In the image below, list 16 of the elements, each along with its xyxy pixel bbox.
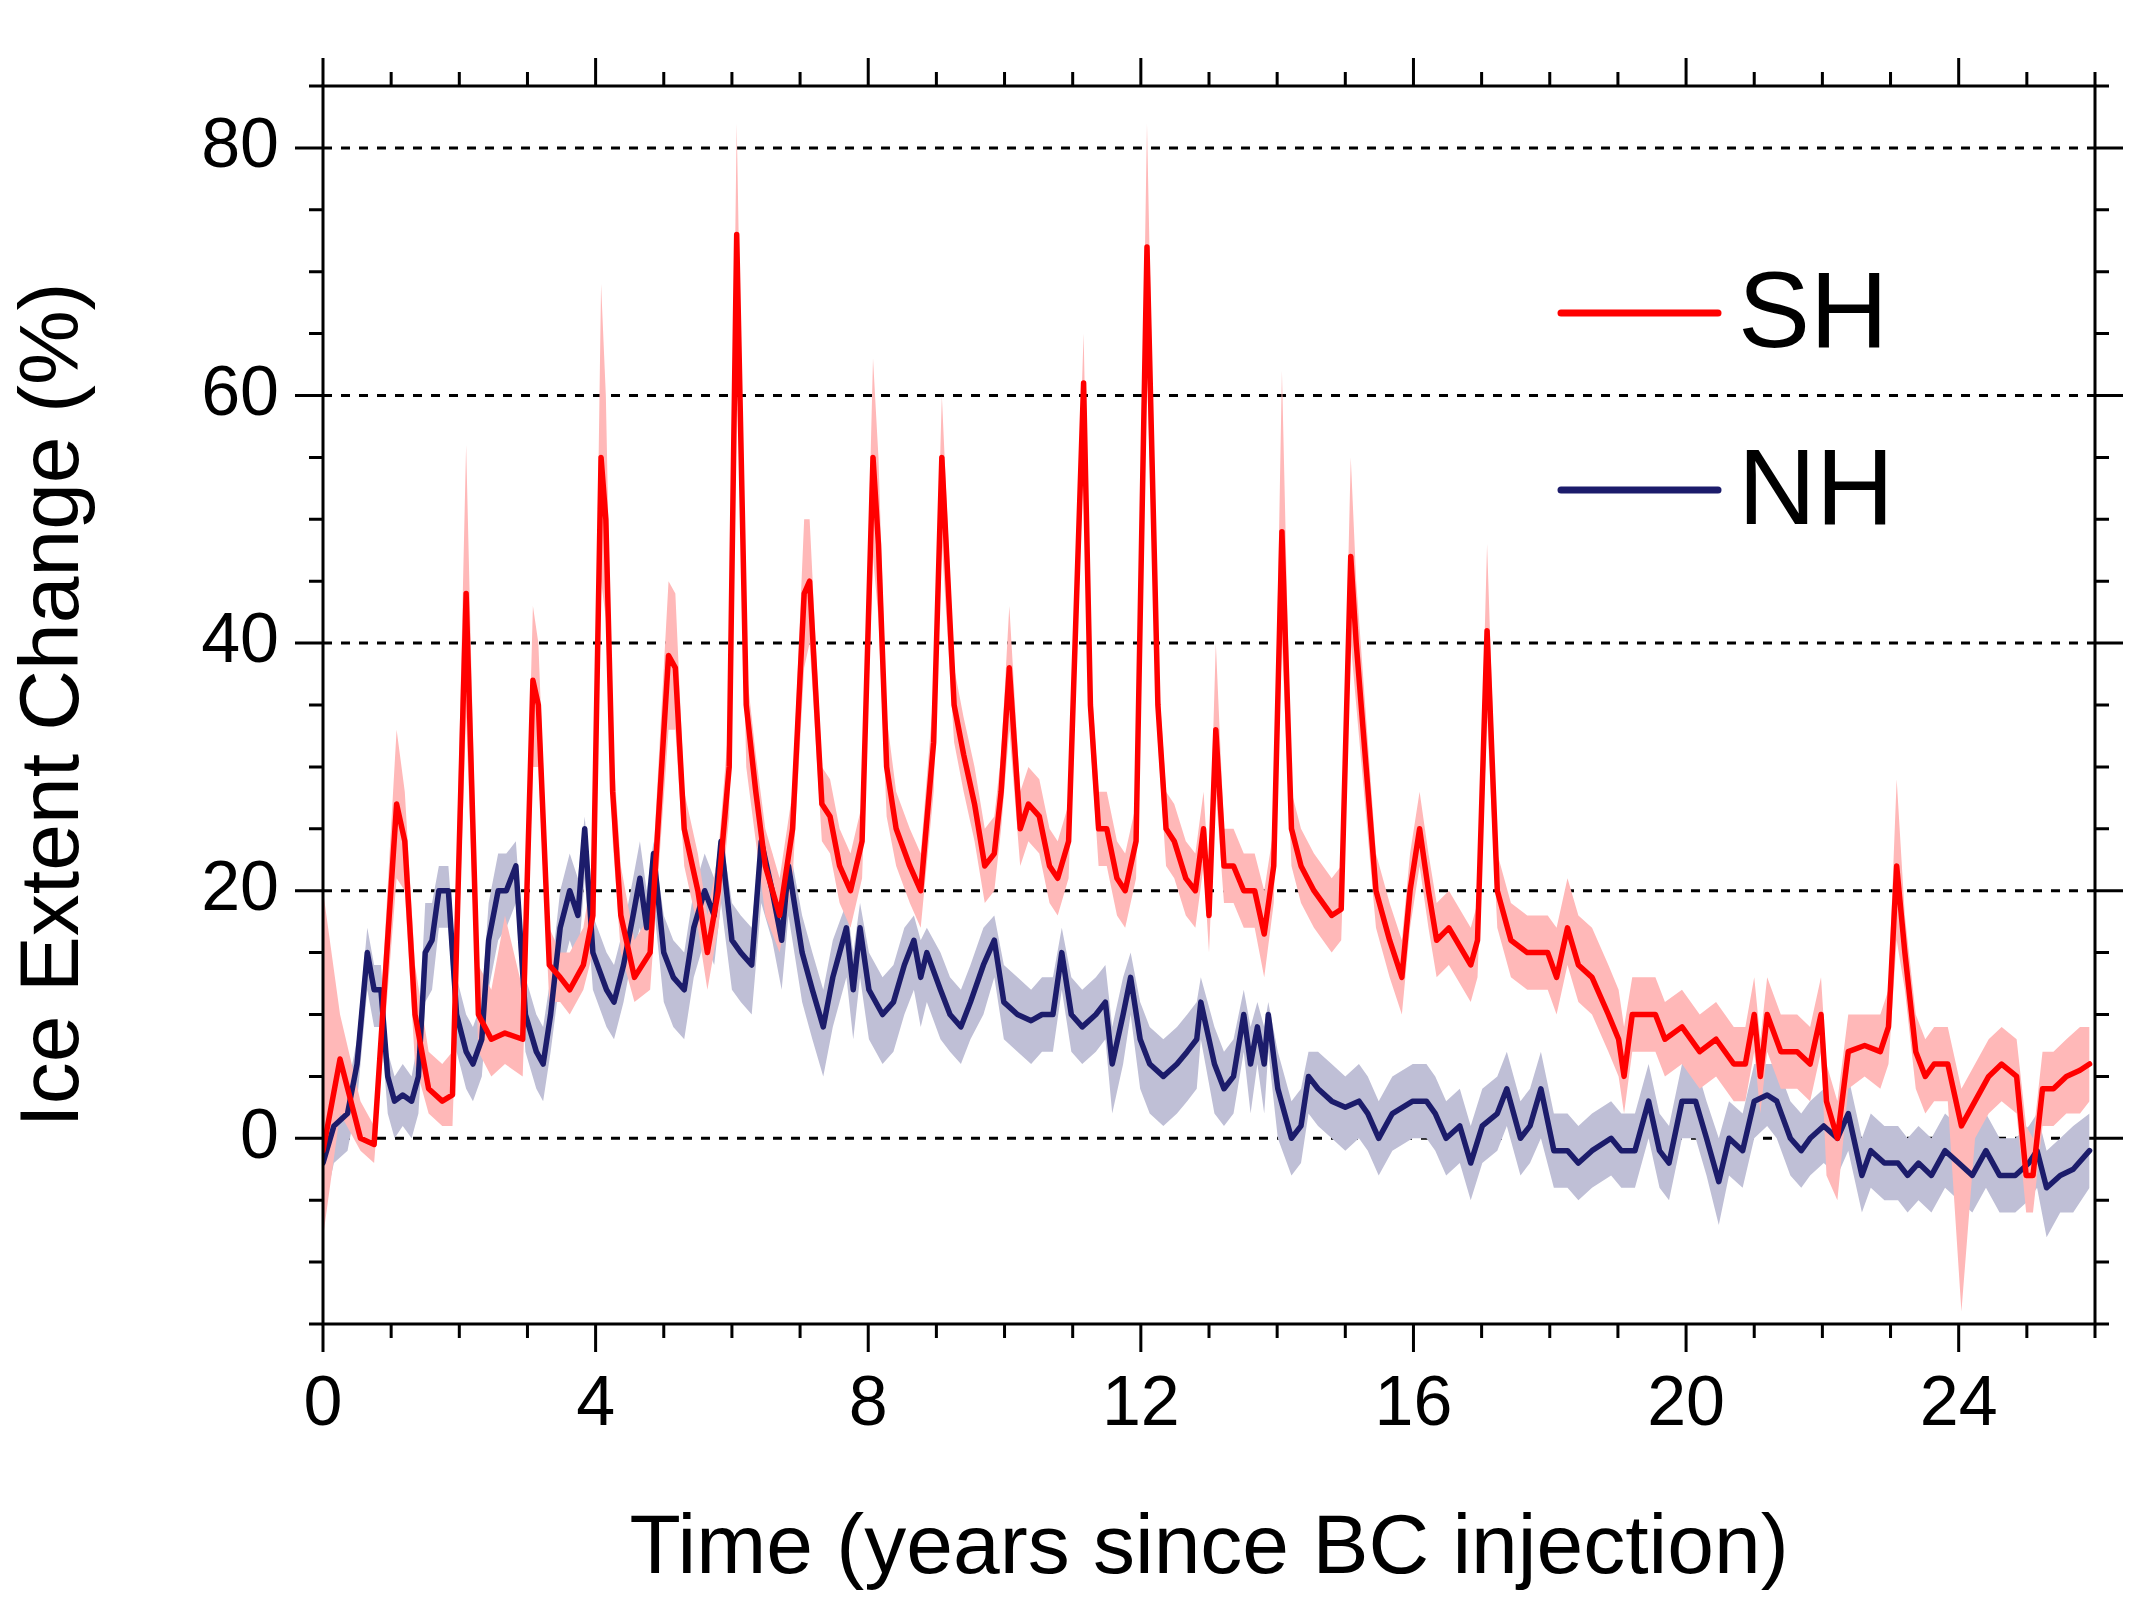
x-tick-label: 20 [1647, 1362, 1726, 1441]
x-tick-label: 0 [303, 1362, 343, 1441]
y-tick-label: 40 [201, 599, 279, 678]
x-tick-label: 4 [576, 1362, 616, 1441]
legend-label: NH [1738, 425, 1894, 547]
y-tick-label: 60 [201, 351, 279, 430]
x-tick-label: 24 [1919, 1362, 1998, 1441]
y-tick-label: 20 [201, 847, 279, 925]
x-tick-label: 8 [848, 1362, 888, 1441]
legend-label: SH [1738, 248, 1889, 370]
x-tick-label: 12 [1101, 1362, 1180, 1441]
y-axis-title: Ice Extent Change (%) [1, 282, 96, 1128]
x-tick-label: 16 [1374, 1362, 1453, 1441]
y-tick-label: 80 [201, 104, 279, 183]
y-tick-label: 0 [240, 1094, 279, 1173]
x-axis-title: Time (years since BC injection) [629, 1496, 1789, 1591]
